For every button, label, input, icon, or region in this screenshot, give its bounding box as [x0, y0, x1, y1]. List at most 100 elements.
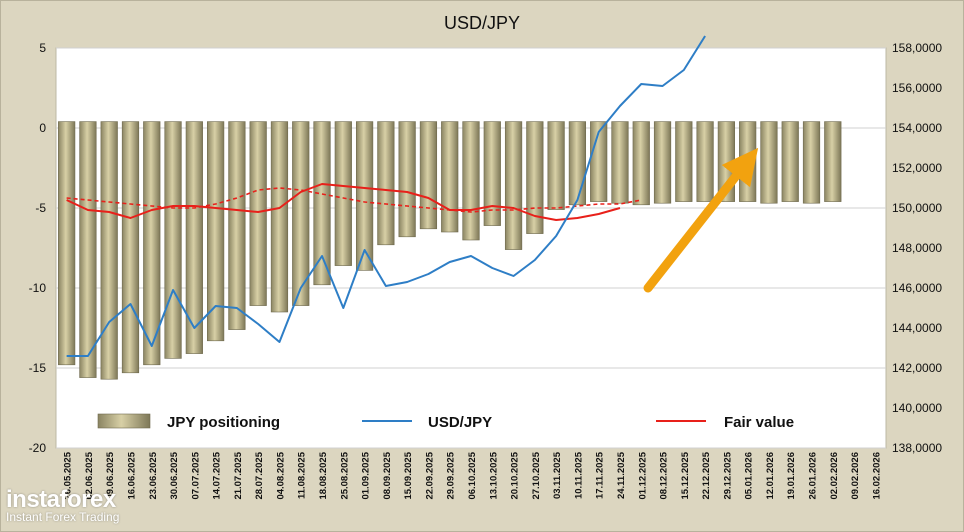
- x-tick-label: 01.09.2025: [361, 451, 372, 499]
- x-tick-label: 02.06.2025: [84, 451, 95, 499]
- x-tick-label: 30.06.2025: [169, 451, 180, 499]
- x-tick-label: 09.02.2026: [850, 452, 861, 500]
- x-tick-label: 21.07.2025: [233, 451, 244, 499]
- y-right-tick-label: 154,0000: [892, 121, 942, 135]
- bar-jpy-positioning: [398, 121, 416, 238]
- bar-jpy-positioning: [58, 121, 76, 366]
- x-tick-label: 17.11.2025: [595, 451, 606, 499]
- bar-jpy-positioning: [611, 121, 629, 204]
- x-tick-label: 11.08.2025: [297, 451, 308, 499]
- x-tick-label: 03.11.2025: [552, 451, 563, 499]
- y-left-tick-label: -10: [29, 281, 47, 295]
- x-tick-label: 19.01.2026: [786, 452, 797, 500]
- x-tick-label: 20.10.2025: [510, 451, 521, 499]
- bar-jpy-positioning: [121, 121, 140, 374]
- x-tick-label: 22.12.2025: [701, 451, 712, 499]
- y-left-tick-label: -20: [29, 441, 47, 455]
- bar-jpy-positioning: [249, 121, 267, 306]
- x-tick-label: 07.07.2025: [190, 451, 201, 499]
- bar-jpy-positioning: [632, 121, 650, 206]
- y-left-tick-label: -5: [35, 201, 46, 215]
- bar-jpy-positioning: [824, 121, 842, 202]
- x-tick-label: 16.06.2025: [126, 451, 137, 499]
- bar-jpy-positioning: [504, 121, 523, 250]
- x-tick-label: 08.09.2025: [382, 451, 393, 499]
- x-tick-label: 06.10.2025: [467, 451, 478, 499]
- x-tick-label: 15.12.2025: [680, 451, 691, 499]
- x-tick-label: 29.12.2025: [722, 451, 733, 499]
- bar-jpy-positioning: [355, 121, 374, 271]
- y-left-tick-label: 5: [39, 41, 46, 55]
- bar-jpy-positioning: [270, 121, 289, 313]
- y-left-tick-label: -15: [29, 361, 47, 375]
- watermark: instaforex Instant Forex Trading: [6, 486, 119, 524]
- x-tick-label: 08.12.2025: [659, 451, 670, 499]
- bar-jpy-positioning: [781, 121, 799, 202]
- bar-jpy-positioning: [696, 121, 714, 202]
- bar-jpy-positioning: [313, 121, 331, 286]
- bar-jpy-positioning: [526, 121, 544, 234]
- y-right-tick-label: 156,0000: [892, 81, 942, 95]
- x-tick-label: 05.01.2026: [744, 452, 755, 500]
- x-tick-label: 28.07.2025: [254, 451, 265, 499]
- x-tick-label: 14.07.2025: [212, 451, 223, 499]
- line-fair-value: [66, 183, 621, 221]
- x-tick-label: 16.02.2026: [871, 452, 882, 500]
- x-tick-label: 29.09.2025: [446, 451, 457, 499]
- bar-jpy-positioning: [568, 121, 587, 206]
- y-right-tick-label: 148,0000: [892, 241, 942, 255]
- bar-jpy-positioning: [377, 121, 395, 246]
- bar-jpy-positioning: [207, 121, 225, 342]
- legend-swatch-bar: [97, 413, 151, 429]
- watermark-brand: instaforex: [6, 486, 116, 513]
- bar-jpy-positioning: [547, 121, 565, 210]
- bar-jpy-positioning: [462, 121, 480, 241]
- y-right-tick-label: 146,0000: [892, 281, 942, 295]
- bar-jpy-positioning: [675, 121, 693, 202]
- watermark-tagline: Instant Forex Trading: [6, 510, 120, 524]
- x-tick-label: 02.02.2026: [829, 452, 840, 500]
- chart-title: USD/JPY: [444, 13, 520, 33]
- bar-jpy-positioning: [441, 121, 459, 233]
- x-tick-label: 04.08.2025: [275, 451, 286, 499]
- x-tick-label: 09.06.2025: [105, 451, 116, 499]
- bar-jpy-positioning: [483, 121, 501, 226]
- bar-jpy-positioning: [292, 121, 310, 306]
- y-right-tick-label: 138,0000: [892, 441, 942, 455]
- y-right-tick-label: 158,0000: [892, 41, 942, 55]
- y-left-tick-label: 0: [39, 121, 46, 135]
- bar-jpy-positioning: [760, 121, 778, 204]
- bar-jpy-positioning: [100, 121, 118, 380]
- bar-jpy-positioning: [653, 121, 672, 204]
- y-right-tick-label: 150,0000: [892, 201, 942, 215]
- bar-jpy-positioning: [79, 121, 97, 378]
- x-tick-label: 23.06.2025: [148, 451, 159, 499]
- legend-label: JPY positioning: [167, 414, 280, 431]
- x-tick-label: 18.08.2025: [318, 451, 329, 499]
- bar-jpy-positioning: [802, 121, 821, 204]
- legend-label: USD/JPY: [428, 414, 492, 431]
- line-fair-value-trend: [66, 187, 642, 213]
- line-usdjpy: [66, 35, 706, 357]
- bar-jpy-positioning: [334, 121, 352, 266]
- x-tick-label: 25.08.2025: [339, 451, 350, 499]
- x-tick-label: 26.01.2026: [808, 452, 819, 500]
- x-tick-label: 15.09.2025: [403, 451, 414, 499]
- y-right-tick-label: 140,0000: [892, 401, 942, 415]
- x-tick-label: 13.10.2025: [488, 451, 499, 499]
- bar-jpy-positioning: [228, 121, 246, 330]
- x-tick-label: 22.09.2025: [424, 451, 435, 499]
- legend-label: Fair value: [724, 414, 794, 431]
- y-right-tick-label: 144,0000: [892, 321, 942, 335]
- x-tick-label: 27.10.2025: [531, 451, 542, 499]
- bar-jpy-positioning: [164, 121, 182, 359]
- x-tick-label: 24.11.2025: [616, 451, 627, 499]
- x-tick-label: 12.01.2026: [765, 452, 776, 500]
- bar-jpy-positioning: [143, 121, 161, 366]
- x-tick-label: 26.05.2025: [63, 451, 74, 499]
- annotation-arrow: [643, 147, 759, 293]
- y-right-tick-label: 152,0000: [892, 161, 942, 175]
- bar-jpy-positioning: [419, 121, 438, 230]
